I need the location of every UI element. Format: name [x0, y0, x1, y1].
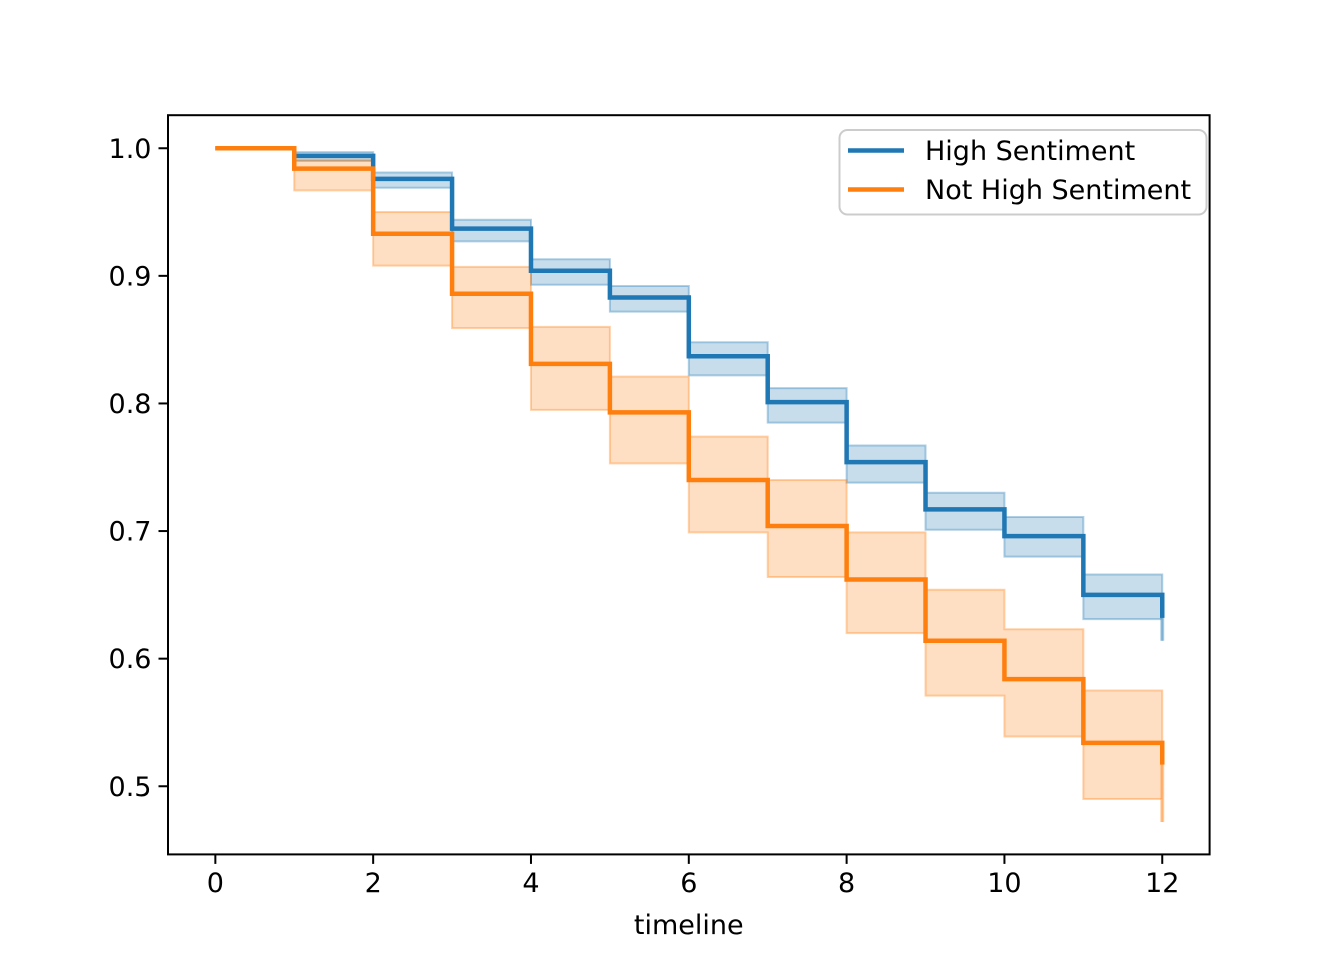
- x-tick-label: 2: [365, 868, 382, 899]
- x-axis-label: timeline: [634, 910, 744, 941]
- x-tick-label: 6: [680, 868, 697, 899]
- y-tick-label: 0.6: [109, 644, 152, 675]
- x-tick-label: 4: [522, 868, 539, 899]
- legend-label-not-high-sentiment: Not High Sentiment: [925, 175, 1191, 206]
- x-tick-label: 0: [207, 868, 224, 899]
- legend-item-high-sentiment: High Sentiment: [848, 136, 1135, 167]
- plot-area: [168, 115, 1210, 855]
- legend: High Sentiment Not High Sentiment: [838, 129, 1208, 216]
- legend-box: [838, 129, 1208, 216]
- y-tick-label: 0.8: [109, 389, 152, 420]
- y-tick-label: 1.0: [109, 134, 152, 165]
- y-tick-label: 0.9: [109, 261, 152, 292]
- survival-line-not-high-sentiment: [215, 146, 1165, 765]
- y-tick-label: 0.7: [109, 517, 152, 548]
- y-tick-label: 0.5: [109, 772, 152, 803]
- x-tick-label: 12: [1145, 868, 1179, 899]
- legend-item-not-high-sentiment: Not High Sentiment: [848, 175, 1191, 206]
- ci-end-cap-not-high-sentiment: [1160, 742, 1165, 822]
- ci-band-not-high-sentiment: [215, 147, 1164, 822]
- legend-label-high-sentiment: High Sentiment: [925, 136, 1135, 167]
- x-tick-label: 8: [838, 868, 855, 899]
- x-tick-label: 10: [987, 868, 1021, 899]
